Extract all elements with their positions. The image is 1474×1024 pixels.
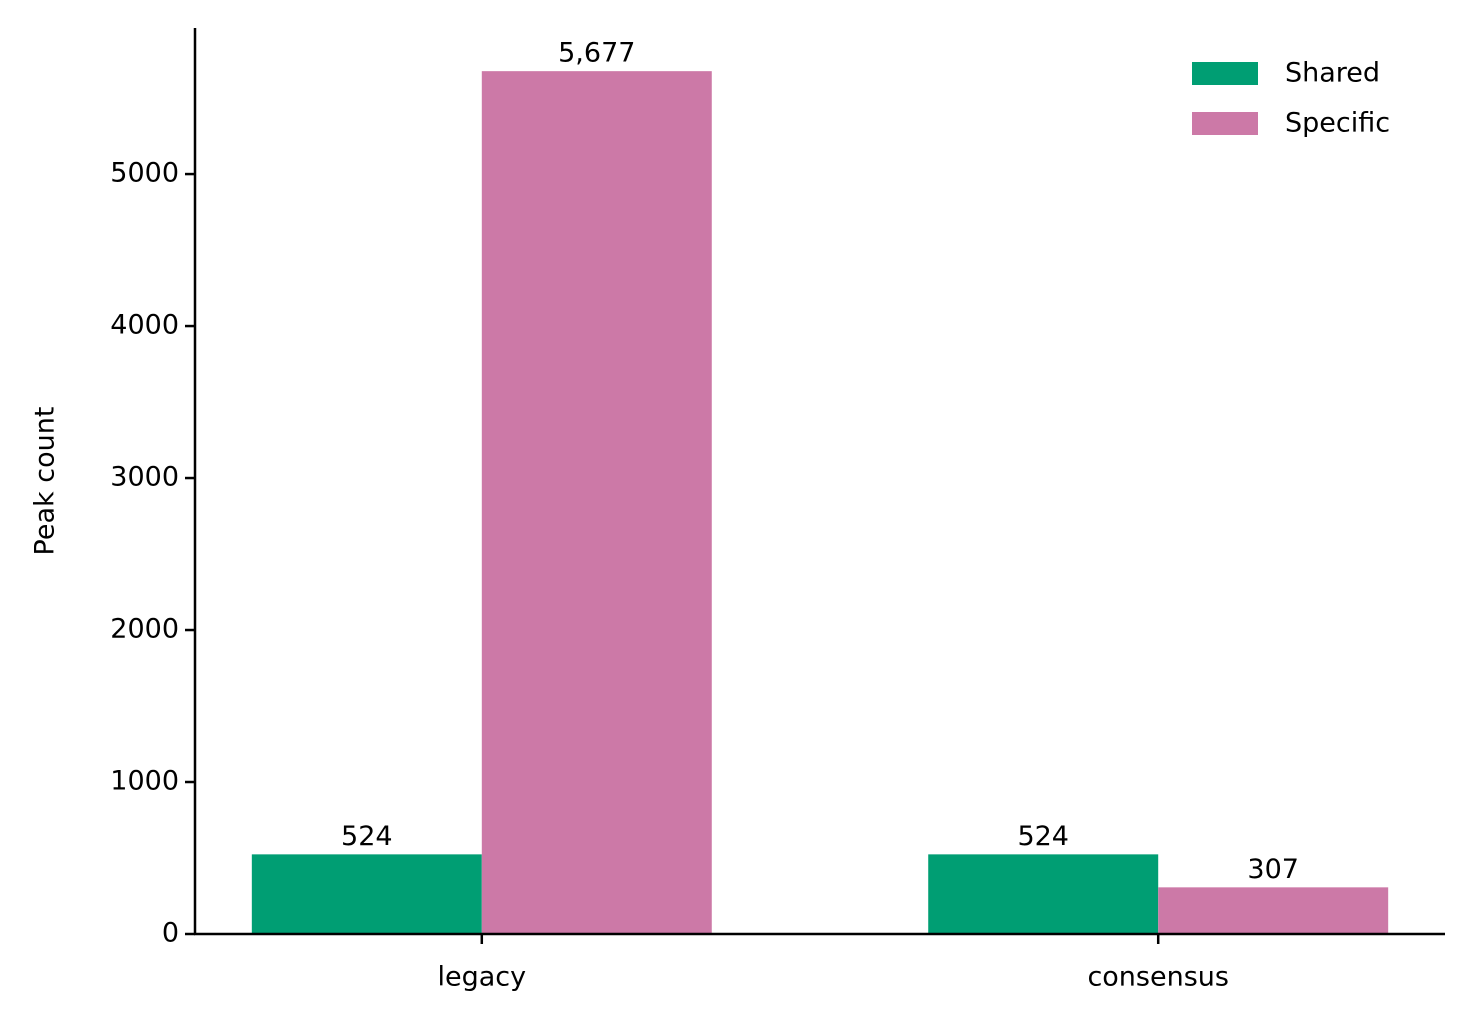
legend-label: Specific <box>1285 108 1390 139</box>
legend-swatch <box>1192 112 1258 135</box>
x-tick-label: legacy <box>437 962 526 993</box>
bar <box>928 854 1159 934</box>
value-label: 5,677 <box>558 38 635 69</box>
y-axis-label: Peak count <box>30 407 61 556</box>
y-tick-label: 5000 <box>110 158 179 189</box>
y-tick-label: 4000 <box>110 310 179 341</box>
legend-swatch <box>1192 62 1258 85</box>
y-tick-label: 2000 <box>110 614 179 645</box>
y-tick-label: 0 <box>162 918 179 949</box>
x-tick-label: consensus <box>1087 962 1229 993</box>
bar <box>1158 887 1389 934</box>
value-label: 524 <box>341 821 393 852</box>
value-label: 307 <box>1247 854 1299 885</box>
bar <box>481 71 712 935</box>
legend-label: Shared <box>1285 58 1380 89</box>
y-tick-label: 1000 <box>110 766 179 797</box>
value-label: 524 <box>1017 821 1069 852</box>
y-tick-label: 3000 <box>110 462 179 493</box>
bar <box>251 854 482 934</box>
